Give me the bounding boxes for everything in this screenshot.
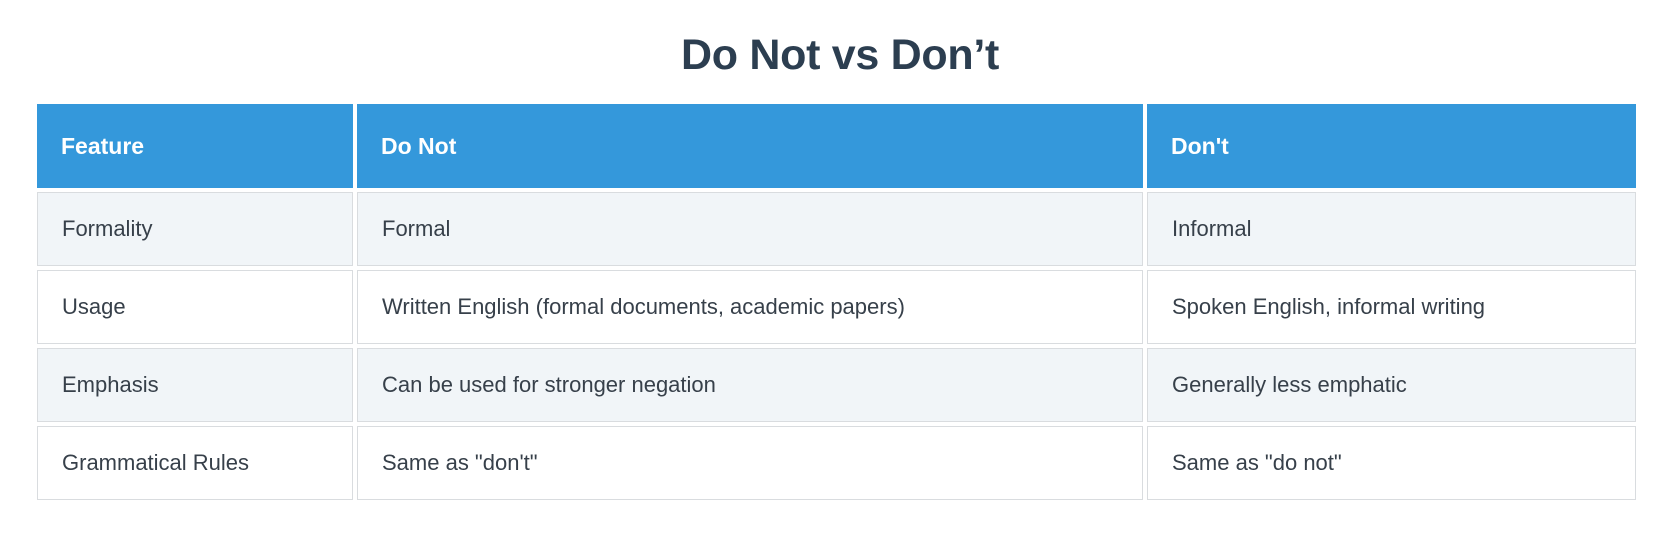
column-header-dont: Don't (1147, 104, 1636, 188)
cell-feature: Emphasis (37, 348, 353, 422)
column-header-do-not: Do Not (357, 104, 1143, 188)
table-row-grammatical-rules: Grammatical Rules Same as "don't" Same a… (37, 426, 1636, 500)
table-row-formality: Formality Formal Informal (37, 192, 1636, 266)
table-row-emphasis: Emphasis Can be used for stronger negati… (37, 348, 1636, 422)
column-header-feature: Feature (37, 104, 353, 188)
cell-do-not: Same as "don't" (357, 426, 1143, 500)
header-row: Feature Do Not Don't (37, 104, 1636, 188)
cell-dont: Spoken English, informal writing (1147, 270, 1636, 344)
cell-feature: Formality (37, 192, 353, 266)
cell-do-not: Formal (357, 192, 1143, 266)
cell-feature: Usage (37, 270, 353, 344)
cell-dont: Generally less emphatic (1147, 348, 1636, 422)
cell-feature: Grammatical Rules (37, 426, 353, 500)
cell-do-not: Written English (formal documents, acade… (357, 270, 1143, 344)
cell-dont: Same as "do not" (1147, 426, 1636, 500)
comparison-table: Feature Do Not Don't Formality Formal In… (33, 100, 1640, 504)
cell-dont: Informal (1147, 192, 1636, 266)
cell-do-not: Can be used for stronger negation (357, 348, 1143, 422)
table-row-usage: Usage Written English (formal documents,… (37, 270, 1636, 344)
page-title: Do Not vs Don’t (681, 31, 999, 79)
